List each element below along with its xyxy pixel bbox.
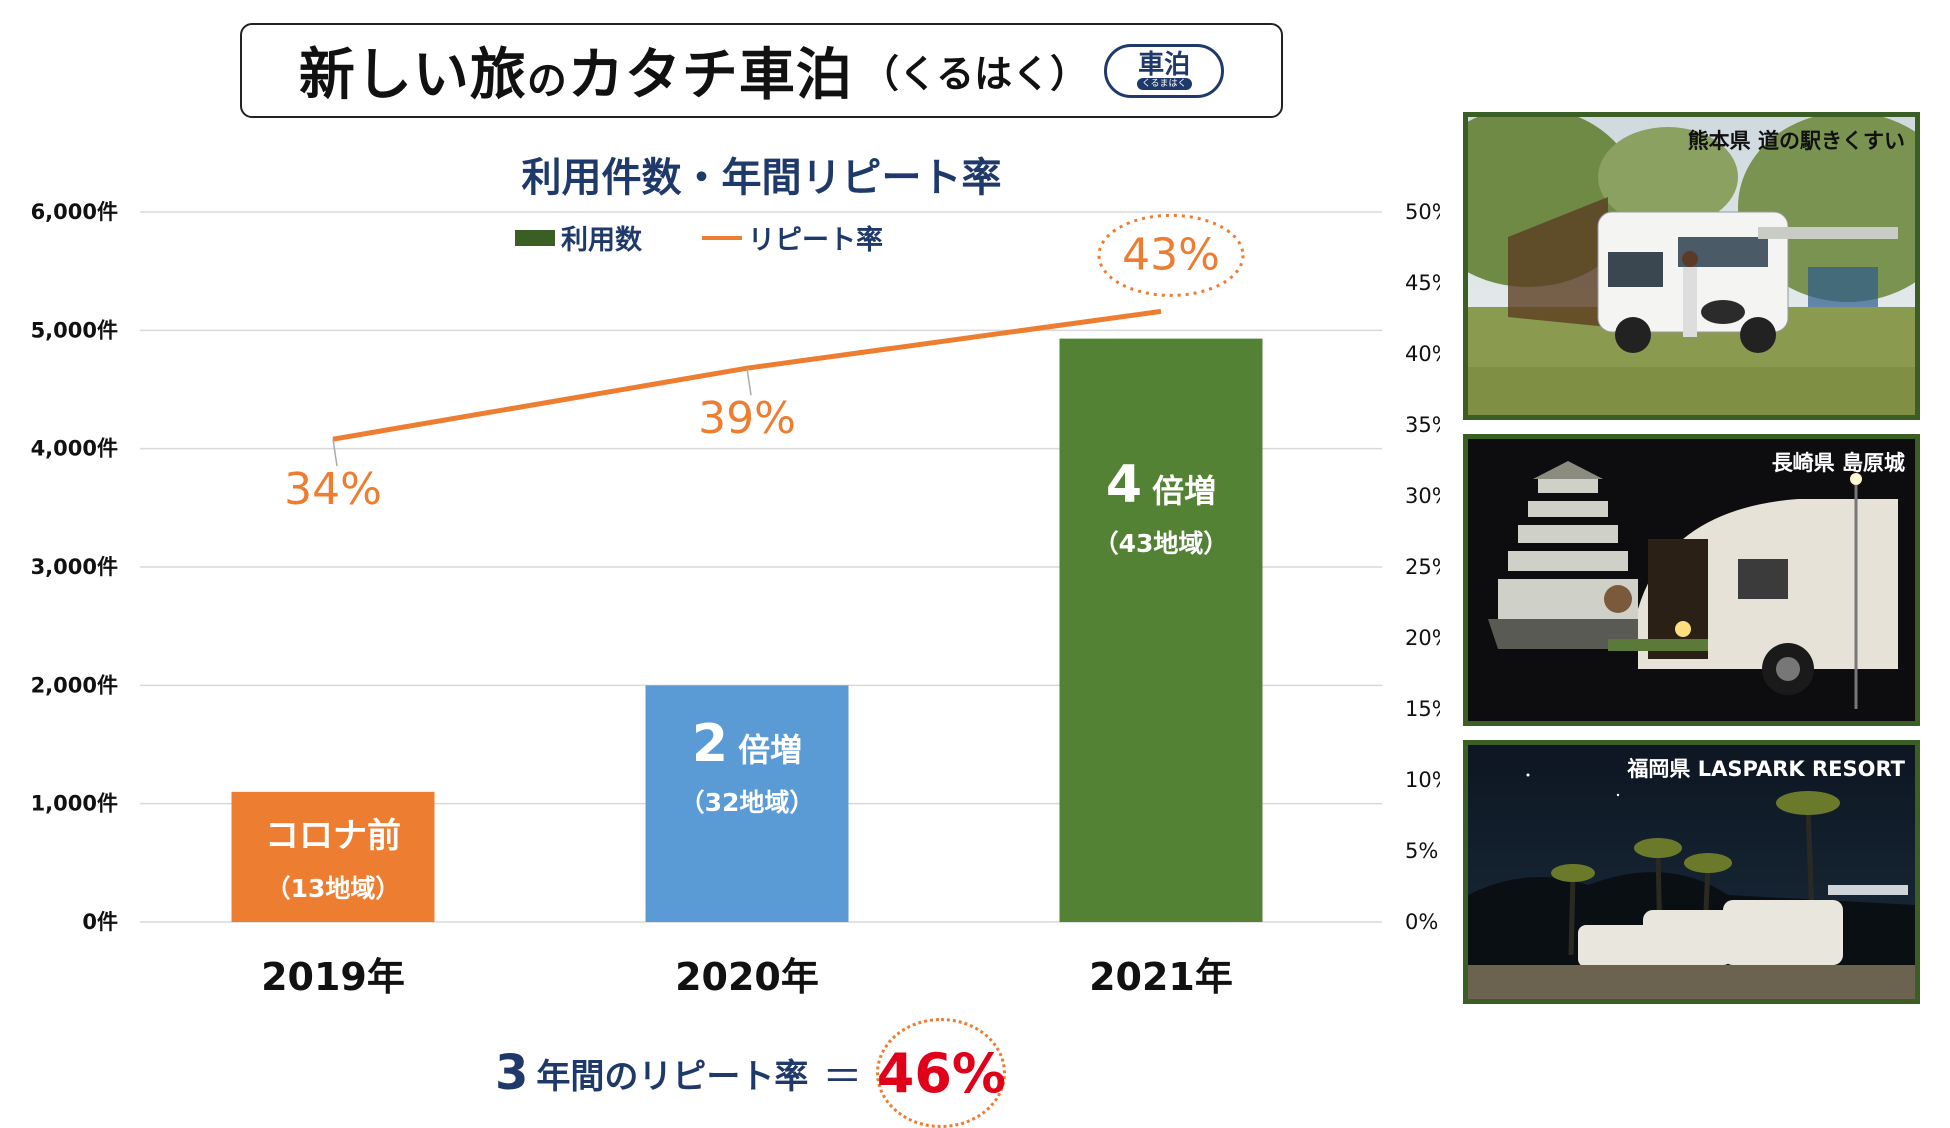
chart-title: 利用件数・年間リピート率 [521,155,1002,201]
logo-text: 車泊 [1138,49,1191,80]
logo-subtext: くるまはく [1136,77,1192,90]
photo-fukuoka: 福岡県 LASPARK RESORT [1463,740,1920,1004]
x-tick-label: 2020年 [675,955,819,999]
summary-lead-number: 3 [495,1045,529,1101]
kuruhaku-logo-icon: 車泊 くるまはく [1104,43,1225,98]
rate-value-label: 34% [284,464,382,515]
y-left-tick-label: 4,000件 [31,437,118,461]
y-left-tick-label: 0件 [82,910,118,934]
rate-highlight-circle [1097,213,1245,297]
y-right-tick-label: 50% [1405,200,1440,224]
y-right-tick-label: 35% [1405,413,1440,437]
x-tick-label: 2019年 [261,955,405,999]
y-right-tick-label: 40% [1405,342,1440,366]
x-tick-label: 2021年 [1089,955,1233,999]
y-right-tick-label: 20% [1405,626,1440,650]
rate-value-label: 39% [698,393,796,444]
y-left-tick-label: 6,000件 [31,200,118,224]
y-right-tick-label: 5% [1405,839,1438,863]
photo-caption-kumamoto: 熊本県 道の駅きくすい [1687,129,1905,153]
legend-item-line: リピート率 [702,218,883,257]
bar-label-main: 4 倍増 [1106,455,1216,515]
rate-value-label: 43% [1122,229,1220,280]
title-box: 新しい旅のカタチ車泊 （くるはく） 車泊 くるまはく [240,23,1283,118]
photo-kumamoto: 熊本県 道の駅きくすい [1463,112,1920,420]
y-right-tick-label: 15% [1405,697,1440,721]
camper-van-daytime-photo-icon [1468,117,1915,415]
legend-label-bar: 利用数 [561,225,642,256]
legend-label-line: リピート率 [748,225,883,256]
legend-item-bar: 利用数 [515,218,642,257]
photo-nagasaki: 長崎県 島原城 [1463,434,1920,726]
legend-swatch-bar [515,229,555,246]
title-part-2: の [526,58,568,104]
rate-leader-line [746,368,752,396]
y-right-tick-label: 25% [1405,555,1440,579]
bar [231,791,435,922]
summary-equals: ＝ [822,1054,863,1100]
summary-text: 年間のリピート率 [536,1056,809,1097]
title-part-1: 新しい旅 [298,43,527,108]
bar [1059,338,1263,922]
summary-value-circle: 46% [876,1018,1007,1128]
chart-legend: 利用数 リピート率 [515,218,883,257]
title-part-3: カタチ車泊 [567,43,853,108]
bar-label-sub: （43地域） [1094,529,1229,558]
summary-value: 46% [876,1041,1007,1105]
repeat-rate-summary: 3 年間のリピート率 ＝ 46% [495,1018,1007,1128]
photo-caption-fukuoka: 福岡県 LASPARK RESORT [1627,757,1905,781]
bar-label-sub: （32地域） [680,788,815,817]
y-left-tick-label: 2,000件 [31,673,118,697]
legend-swatch-line [702,235,742,240]
y-left-tick-label: 3,000件 [31,555,118,579]
palm-resort-night-photo-icon [1468,745,1915,999]
bar-label-main: 2 倍増 [692,714,802,774]
y-right-tick-label: 10% [1405,768,1440,792]
photo-caption-nagasaki: 長崎県 島原城 [1771,451,1905,475]
page-title: 新しい旅のカタチ車泊 [299,30,853,111]
bar [645,685,849,922]
castle-night-camper-photo-icon [1468,439,1915,721]
y-right-tick-label: 0% [1405,910,1438,934]
bar-label-sub: （13地域） [266,874,401,903]
y-left-tick-label: 5,000件 [31,318,118,342]
y-right-tick-label: 45% [1405,271,1440,295]
rate-leader-line [332,439,338,467]
bar-label-main: コロナ前 [265,816,401,856]
title-reading: （くるはく） [860,52,1089,96]
chart-plot: 0件 1,000件 2,000件 3,000件 4,000件 5,000件 6,000件 0%… [31,200,1440,999]
y-left-tick-label: 1,000件 [31,792,118,816]
y-right-tick-label: 30% [1405,484,1440,508]
